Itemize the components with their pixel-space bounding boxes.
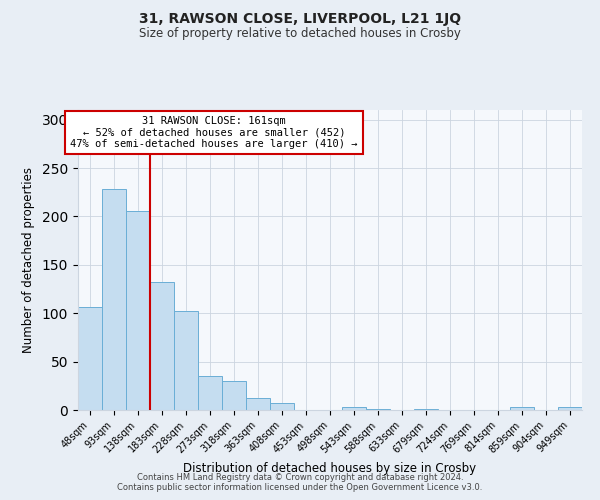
Text: Contains HM Land Registry data © Crown copyright and database right 2024.
Contai: Contains HM Land Registry data © Crown c… xyxy=(118,473,482,492)
Bar xyxy=(342,407,366,410)
Bar xyxy=(270,403,294,410)
Bar xyxy=(222,381,246,410)
Text: 31, RAWSON CLOSE, LIVERPOOL, L21 1JQ: 31, RAWSON CLOSE, LIVERPOOL, L21 1JQ xyxy=(139,12,461,26)
Bar xyxy=(414,409,438,410)
Bar xyxy=(246,398,270,410)
Bar xyxy=(78,308,102,410)
Bar xyxy=(126,210,150,410)
Bar xyxy=(102,190,126,410)
Bar xyxy=(366,409,390,410)
Bar xyxy=(510,407,534,410)
Text: 31 RAWSON CLOSE: 161sqm
← 52% of detached houses are smaller (452)
47% of semi-d: 31 RAWSON CLOSE: 161sqm ← 52% of detache… xyxy=(70,116,358,149)
Y-axis label: Number of detached properties: Number of detached properties xyxy=(22,167,35,353)
Bar xyxy=(198,376,222,410)
Text: Size of property relative to detached houses in Crosby: Size of property relative to detached ho… xyxy=(139,28,461,40)
Bar xyxy=(174,312,198,410)
X-axis label: Distribution of detached houses by size in Crosby: Distribution of detached houses by size … xyxy=(184,462,476,474)
Bar xyxy=(150,282,174,410)
Bar xyxy=(558,407,582,410)
